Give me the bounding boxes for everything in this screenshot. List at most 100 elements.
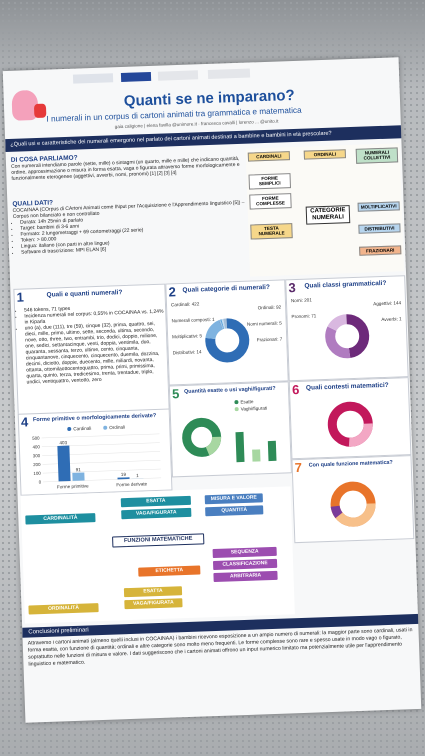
bar-value-label: 403 bbox=[59, 440, 67, 445]
donut-segment bbox=[205, 318, 250, 363]
donut bbox=[182, 417, 222, 457]
logo bbox=[120, 71, 152, 82]
y-tick-label: 300 bbox=[33, 453, 41, 458]
donut-label: Ordinali: 92 bbox=[258, 305, 282, 311]
legend-swatch bbox=[103, 425, 108, 430]
map-node: SEQUENZA bbox=[212, 546, 277, 559]
map-node: VAGA/FIGURATA bbox=[124, 598, 183, 610]
categories-diagram: CARDINALI ORDINALI NUMERALI COLLETTIVI FORM… bbox=[245, 143, 404, 277]
donut-chart bbox=[327, 401, 373, 447]
diagram-center: CATEGORIE NUMERALI bbox=[305, 205, 351, 225]
section-title: Quali e quanti numerali? bbox=[46, 289, 123, 299]
logo bbox=[72, 73, 114, 84]
donut-label: Numerali composti: 1 bbox=[171, 317, 215, 324]
bar bbox=[117, 477, 130, 480]
donut-chart bbox=[330, 481, 376, 527]
section-title: Quali categorie di numerali? bbox=[182, 283, 270, 294]
diagram-node: TESTA NUMERALE bbox=[250, 223, 293, 240]
functions-map: CARDINALITÀ ESATTA VAGA/FIGURATA MISURA E V… bbox=[20, 486, 295, 624]
section-1-list: 546 tokens, 71 typesIncidenza numerali n… bbox=[17, 303, 167, 386]
section-2: 2 Quali categorie di numerali? Cardinali… bbox=[165, 279, 289, 386]
list-item: uno (a), due (111), tre (59), cinque (32… bbox=[25, 321, 167, 386]
section-title: Quali contesti matematici? bbox=[305, 381, 389, 392]
diagram-node: DISTRIBUTIVI bbox=[358, 223, 401, 235]
logo bbox=[207, 68, 251, 79]
section-4: 4 Forme primitive o morfologicamente der… bbox=[17, 408, 173, 496]
data-section: QUALI DATI? COCAINAA (COrpus di CArtoni … bbox=[12, 193, 249, 256]
donut-and-bars: Esatte Vaghi/figurati bbox=[182, 399, 277, 463]
donut-label: Nomi: 201 bbox=[291, 297, 313, 303]
donut-segment bbox=[325, 314, 370, 359]
diagram-node: ORDINALI bbox=[303, 149, 347, 161]
section-3: 3 Quali classi grammaticali? Nomi: 201 Ag… bbox=[285, 275, 409, 382]
section-title: Quali classi grammaticali? bbox=[304, 279, 387, 290]
logo bbox=[157, 70, 199, 81]
grid-line bbox=[41, 433, 160, 439]
donut-chart: Nomi: 201 Aggettivi: 144 Pronomi: 71 Avverb… bbox=[291, 297, 402, 359]
donut bbox=[330, 481, 376, 527]
donut-label: Frazionari: 7 bbox=[257, 337, 283, 343]
poster: Quanti se ne imparano? I numerali in un … bbox=[2, 57, 422, 723]
section-number: 2 bbox=[168, 284, 177, 300]
bar-value-label: 91 bbox=[76, 467, 82, 472]
y-tick-label: 500 bbox=[32, 436, 40, 441]
map-node: ESATTA bbox=[123, 586, 183, 598]
legend-label: Vaghi/figurati bbox=[241, 406, 268, 412]
intro: DI COSA PARLIAMO? Con numerali intendiam… bbox=[11, 149, 247, 182]
section-6: 6 Quali contesti matematici? bbox=[288, 377, 412, 460]
map-node: ETICHETTA bbox=[138, 565, 201, 577]
legend-label: Ordinali bbox=[109, 425, 125, 431]
section-number: 3 bbox=[288, 280, 296, 296]
map-node: ARBITRARIA bbox=[213, 570, 278, 583]
donut-chart: Cardinali: 422 Ordinali: 92 Numerali compo… bbox=[171, 301, 283, 363]
map-node: QUANTITÀ bbox=[205, 505, 264, 517]
section-number: 1 bbox=[16, 289, 25, 305]
donut-label: Cardinali: 422 bbox=[171, 301, 200, 307]
bar bbox=[235, 431, 245, 463]
map-node: VAGA/FIGURATA bbox=[121, 507, 192, 520]
diagram-node: FORME COMPLESSE bbox=[249, 193, 292, 210]
peppa-dress bbox=[33, 103, 47, 119]
legend-swatch bbox=[67, 427, 72, 432]
legend-swatch bbox=[234, 407, 239, 412]
diagram-node: FORME SEMPLICI bbox=[248, 173, 291, 190]
diagram-node: NUMERALI COLLETTIVI bbox=[355, 147, 399, 164]
section-title: Quantità esatte o usi vaghi/figurati? bbox=[183, 385, 276, 395]
map-center: FUNZIONI MATEMATICHE bbox=[112, 533, 205, 548]
map-node: CLASSIFICAZIONE bbox=[212, 558, 278, 571]
map-node: MISURA E VALORE bbox=[204, 493, 263, 505]
donut bbox=[327, 401, 373, 447]
data-list: Durata: 14h 25min di parlatoTarget: bamb… bbox=[13, 212, 249, 256]
map-node: ESATTA bbox=[120, 495, 191, 508]
donut-label: Pronomi: 71 bbox=[291, 313, 316, 319]
x-tick-label: Forme derivate bbox=[116, 481, 147, 487]
bar-chart: Cardinali Ordinali 0 100 200 300 400 500 Forme p… bbox=[32, 425, 162, 489]
section-5: 5 Quantità esatte o usi vaghi/figurati? … bbox=[168, 381, 292, 478]
y-tick-label: 0 bbox=[39, 480, 42, 485]
donut-label: Moltiplicativi: 5 bbox=[172, 333, 202, 339]
y-tick-label: 100 bbox=[33, 471, 41, 476]
donut-label: Avverbi: 1 bbox=[381, 316, 402, 322]
donut-label: Nomi numerali: 5 bbox=[247, 321, 282, 327]
bar bbox=[252, 449, 261, 462]
legend-swatch bbox=[234, 400, 239, 405]
map-node: CARDINALITÀ bbox=[25, 513, 96, 525]
legend-label: Cardinali bbox=[73, 426, 91, 432]
x-tick-label: Forme primitive bbox=[57, 483, 89, 489]
section-7: 7 Con quale funzione matematica? bbox=[291, 455, 415, 544]
map-node: ORDINALITÀ bbox=[28, 603, 99, 615]
donut-label: Aggettivi: 144 bbox=[373, 300, 401, 306]
bar bbox=[131, 478, 144, 479]
bar-value-label: 19 bbox=[121, 472, 127, 477]
section-title: Con quale funzione matematica? bbox=[308, 459, 393, 469]
legend-label: Esatte bbox=[240, 399, 254, 404]
y-tick-label: 400 bbox=[32, 444, 40, 449]
donut-label: Distributivi: 14 bbox=[173, 349, 202, 355]
diagram-node: FRAZIONARI bbox=[359, 245, 402, 257]
donut-segment bbox=[325, 314, 370, 359]
bar bbox=[72, 472, 85, 481]
diagram-node: MOLTIPLICATIVI bbox=[357, 201, 400, 213]
bar-value-label: 1 bbox=[136, 473, 139, 478]
y-tick-label: 200 bbox=[33, 462, 41, 467]
bar bbox=[267, 440, 277, 462]
